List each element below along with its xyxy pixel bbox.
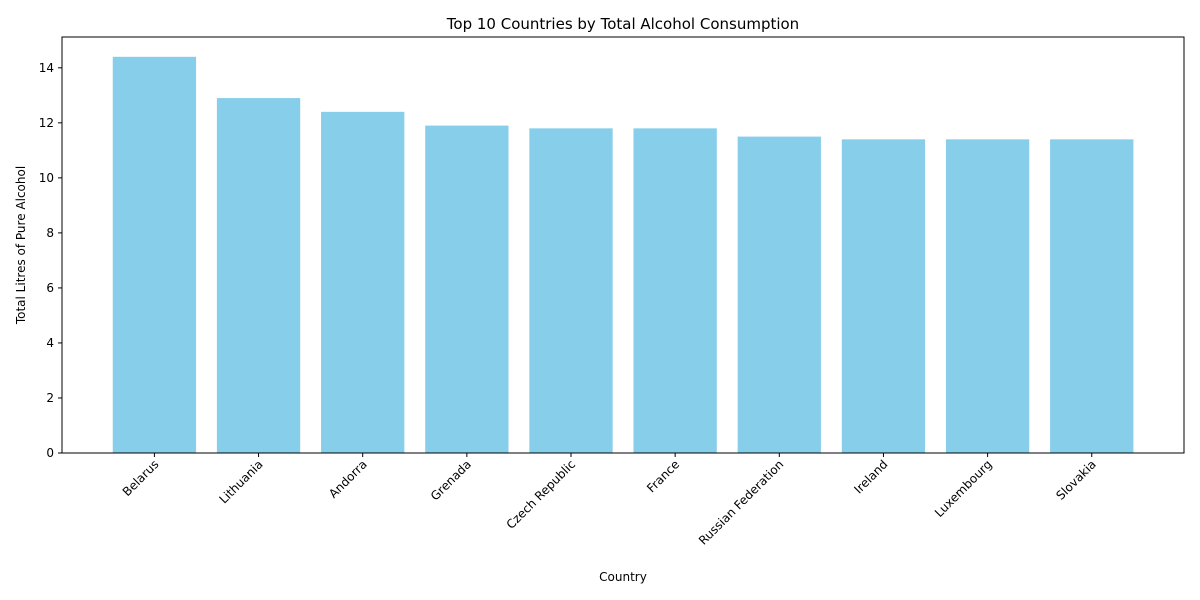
- bar-slovakia: [1050, 139, 1134, 453]
- y-tick-label: 12: [39, 116, 54, 130]
- bar-andorra: [321, 111, 405, 453]
- x-tick-label: Andorra: [326, 457, 370, 501]
- bar-czech-republic: [529, 128, 613, 453]
- y-axis-ticks: 0 2 4 6 8 10 12 14: [39, 61, 62, 460]
- bar-belarus: [112, 56, 197, 454]
- x-tick-label: Russian Federation: [696, 457, 786, 547]
- x-axis-ticks: Belarus Lithuania Andorra Grenada Czech Repu…: [120, 453, 1099, 548]
- y-tick-label: 2: [46, 391, 54, 405]
- bar-france: [633, 128, 717, 453]
- x-tick-label: France: [644, 457, 682, 495]
- chart-title: Top 10 Countries by Total Alcohol Consum…: [446, 15, 799, 33]
- bar-ireland: [841, 139, 926, 453]
- x-axis-label: Country: [599, 570, 647, 584]
- x-tick-label: Grenada: [428, 457, 474, 503]
- y-tick-label: 14: [39, 61, 54, 75]
- x-tick-label: Ireland: [851, 457, 890, 496]
- bar-luxembourg: [945, 139, 1030, 453]
- x-tick-label: Luxembourg: [932, 457, 995, 520]
- bar-lithuania: [216, 98, 301, 453]
- y-axis-label: Total Litres of Pure Alcohol: [14, 166, 28, 325]
- y-tick-label: 8: [46, 226, 54, 240]
- bar-russian-federation: [737, 136, 821, 453]
- y-tick-label: 6: [46, 281, 54, 295]
- x-tick-label: Belarus: [120, 457, 162, 499]
- bar-grenada: [425, 125, 509, 453]
- plot-frame: [61, 36, 1185, 454]
- y-tick-label: 0: [46, 446, 54, 460]
- y-tick-label: 4: [46, 336, 54, 350]
- y-tick-label: 10: [39, 171, 54, 185]
- x-tick-label: Lithuania: [216, 457, 265, 506]
- x-tick-label: Slovakia: [1053, 457, 1099, 503]
- x-tick-label: Czech Republic: [504, 457, 579, 532]
- bars-group: [112, 56, 1134, 454]
